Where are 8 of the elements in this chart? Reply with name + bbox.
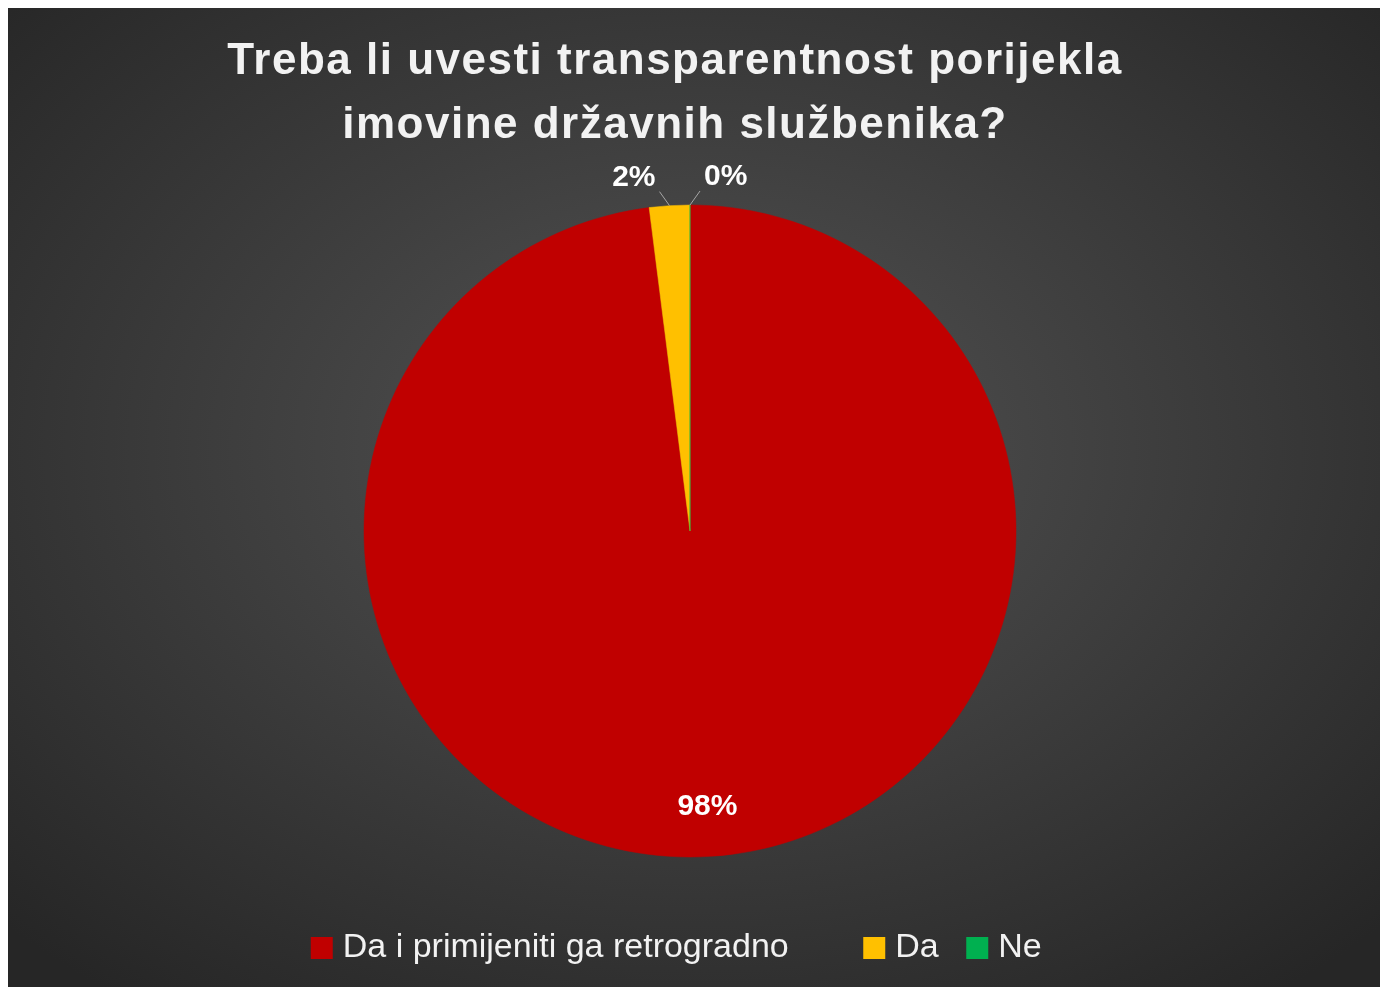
text: 0%: [704, 157, 748, 191]
data-label: 98%: [677, 788, 738, 822]
pie-slice: [363, 204, 1017, 857]
data-label: 2%: [612, 158, 656, 192]
legend-label: Da i primijeniti ga retrogradno: [342, 925, 789, 964]
legend-label: Da: [895, 925, 939, 964]
chart-title: Treba li uvesti transparentnost porijekla imovine državnih službenika?: [227, 34, 1123, 147]
legend-label: Ne: [998, 925, 1042, 964]
